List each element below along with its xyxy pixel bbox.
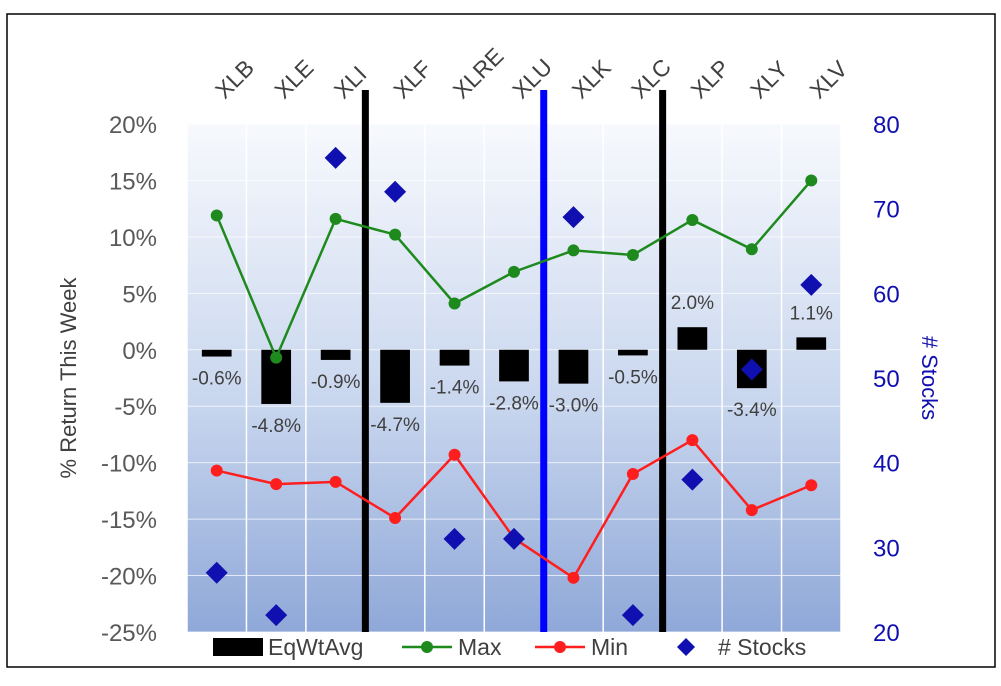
min-marker — [389, 511, 402, 524]
y-tick-label: 0% — [122, 338, 157, 365]
bar — [677, 327, 708, 350]
legend-swatch-stocks — [677, 638, 695, 656]
stocks-marker — [384, 180, 407, 203]
y-tick-label: -15% — [101, 507, 157, 534]
stocks-marker — [324, 146, 347, 169]
bar-data-label: -2.8% — [489, 393, 539, 414]
max-marker — [567, 244, 580, 257]
legend-label-stocks: # Stocks — [718, 634, 806, 660]
y-tick-label: 5% — [122, 281, 157, 308]
legend-label-eqwtavg: EqWtAvg — [268, 634, 363, 660]
min-marker — [686, 434, 699, 447]
bar-labels: -0.6% -4.8% -0.9% -4.7% -1.4% -2.8% -3.0% -0.5%… — [192, 293, 833, 437]
stocks-marker — [503, 527, 525, 550]
bar-data-label: 1.1% — [790, 303, 833, 324]
stocks-marker — [740, 358, 763, 381]
min-marker — [626, 467, 639, 480]
bar-series — [201, 327, 827, 404]
stocks-marker — [205, 561, 228, 584]
max-marker — [448, 297, 461, 310]
bar-data-label: -4.8% — [251, 416, 301, 437]
y-axis-ticks: 20% 15% 10% 5% 0% -5% -10% -15% -20% -25% — [101, 112, 157, 647]
y2-tick-label: 40 — [873, 451, 900, 478]
max-marker — [805, 174, 818, 187]
stocks-marker — [800, 273, 823, 296]
line-markers — [210, 174, 818, 584]
y2-tick-label: 70 — [873, 197, 900, 224]
y-tick-label: -5% — [114, 394, 157, 421]
stocks-marker — [265, 604, 288, 627]
y2-axis-title: # Stocks — [917, 336, 942, 420]
bar — [796, 337, 827, 350]
y2-tick-label: 80 — [873, 112, 900, 139]
bar-data-label: -1.4% — [430, 378, 480, 399]
y2-tick-label: 50 — [873, 366, 900, 393]
y-tick-label: 15% — [109, 168, 157, 195]
bar — [558, 349, 589, 384]
bar-data-label: -3.0% — [549, 396, 599, 417]
max-marker — [329, 212, 342, 225]
min-marker — [210, 464, 223, 477]
stocks-marker — [681, 468, 704, 491]
stocks-marker — [562, 206, 585, 229]
max-marker — [626, 248, 639, 261]
y-tick-label: -25% — [101, 620, 157, 647]
bar — [439, 349, 470, 366]
stocks-marker — [443, 527, 466, 550]
y-tick-label: 20% — [109, 112, 157, 139]
max-marker — [508, 265, 520, 278]
bar — [618, 349, 648, 356]
legend-swatch-min-marker — [554, 641, 566, 653]
bar-data-label: -4.7% — [370, 415, 420, 436]
bar — [380, 349, 410, 403]
bar — [499, 349, 529, 382]
max-marker — [389, 228, 402, 241]
bar-data-label: -3.4% — [727, 400, 777, 421]
legend-swatch-eqwtavg — [213, 638, 263, 656]
bar-data-label: -0.6% — [192, 369, 242, 390]
y2-tick-label: 20 — [873, 620, 900, 647]
bar — [320, 349, 351, 360]
bar-data-label: -0.5% — [608, 367, 658, 388]
min-marker — [805, 479, 818, 492]
max-marker — [745, 243, 758, 256]
bar — [201, 349, 232, 357]
y2-tick-label: 30 — [873, 535, 900, 562]
y2-tick-label: 60 — [873, 281, 900, 308]
bar-data-label: -0.9% — [311, 372, 361, 393]
min-marker — [567, 571, 580, 584]
min-marker — [448, 448, 461, 461]
min-marker — [270, 478, 283, 491]
max-marker — [686, 213, 699, 226]
legend-swatch-max-marker — [421, 641, 433, 653]
separators — [361, 90, 667, 632]
scatter-series — [205, 146, 823, 627]
y-tick-label: -10% — [101, 451, 157, 478]
max-marker — [210, 209, 223, 222]
stocks-marker — [621, 604, 644, 627]
y2-axis-ticks: 80 70 60 50 40 30 20 — [873, 112, 900, 647]
legend-label-max: Max — [458, 634, 502, 660]
y-axis-title: % Return This Week — [56, 277, 81, 479]
bar-data-label: 2.0% — [671, 293, 714, 314]
y-tick-label: -20% — [101, 564, 157, 591]
y-tick-label: 10% — [109, 225, 157, 252]
legend-label-min: Min — [591, 634, 628, 660]
min-marker — [329, 475, 342, 488]
legend: EqWtAvg Max Min # Stocks — [213, 634, 806, 660]
max-marker — [270, 351, 283, 364]
min-marker — [745, 504, 758, 517]
